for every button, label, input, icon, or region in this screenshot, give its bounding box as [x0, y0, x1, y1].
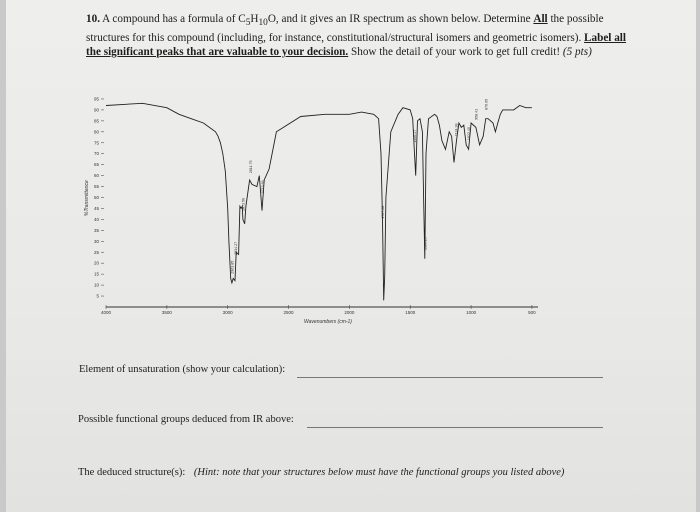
structures-line: The deduced structure(s): (Hint: note th… [78, 467, 564, 478]
subscript-c: 5 [245, 18, 251, 29]
question-number: 10. [86, 13, 100, 25]
functional-groups-answer-line[interactable] [307, 427, 603, 428]
question-text: 10. A compound has a formula of C5H10O, … [86, 12, 626, 59]
x-tick-label: 1000 [466, 310, 477, 315]
y-tick-label: 25 [94, 250, 100, 255]
peak-label: 2873.56 [242, 198, 246, 211]
y-tick-label: 5 [96, 294, 99, 299]
x-tick-label: 1500 [405, 310, 416, 315]
question-tail: Show the detail of your work to get full… [348, 46, 563, 59]
y-tick-label: 95 [94, 96, 100, 101]
y-tick-label: 60 [94, 173, 100, 178]
peak-label: 1727.28 [381, 206, 385, 219]
y-tick-label: 50 [94, 195, 100, 200]
peak-label: 876.05 [485, 99, 489, 110]
y-tick-label: 15 [94, 272, 100, 277]
peak-label: 2963.85 [231, 261, 235, 274]
structures-label: The deduced structure(s): [78, 467, 186, 478]
y-tick-label: 70 [94, 151, 100, 156]
question-o: O, and it gives an IR spectrum as shown … [267, 13, 534, 25]
y-tick-label: 55 [94, 184, 100, 189]
y-tick-label: 40 [94, 217, 100, 222]
y-tick-label: 35 [94, 228, 100, 233]
peak-label: 1466.27 [413, 130, 417, 143]
formula-h: H [250, 13, 259, 25]
functional-groups-label: Possible functional groups deduced from … [78, 414, 294, 425]
peak-label: 1380.29 [423, 237, 427, 250]
y-tick-label: 30 [94, 239, 100, 244]
y-tick-label: 20 [94, 261, 100, 266]
peak-labels: 2963.85 2934.27 2873.56 2811.75 2713.93 1727.… [231, 99, 489, 274]
x-tick-label: 2500 [284, 310, 295, 315]
x-axis-ticks: 4000 3500 3000 2500 2000 1500 1000 500 [101, 305, 536, 315]
x-tick-label: 3000 [223, 310, 234, 315]
emphasis-all: All [533, 13, 548, 25]
peak-label: 958.41 [475, 109, 479, 120]
worksheet-page [6, 0, 696, 512]
x-tick-label: 4000 [101, 310, 112, 315]
y-tick-label: 65 [94, 162, 100, 167]
y-tick-label: 85 [94, 118, 100, 123]
peak-label: 2934.27 [234, 242, 238, 255]
y-axis-ticks: 95 90 85 80 75 70 65 60 55 50 45 40 35 30 25 20 15 10 5 [94, 96, 104, 299]
x-tick-label: 2000 [344, 310, 355, 315]
y-axis-label: %Transmittance [84, 180, 90, 216]
x-tick-label: 500 [528, 310, 536, 315]
unsaturation-label: Element of unsaturation (show your calcu… [79, 364, 286, 375]
x-tick-label: 3500 [162, 310, 173, 315]
peak-label: 1124.38 [454, 123, 458, 136]
label-all-instruction: Label all the significant peaks that are… [86, 31, 627, 59]
structures-hint: (Hint: note that your structures below m… [193, 467, 565, 478]
question-intro: A compound has a formula of C [102, 13, 246, 25]
peak-label: 2713.93 [261, 180, 265, 193]
unsaturation-answer-line[interactable] [297, 377, 603, 378]
peak-label: 2811.75 [249, 160, 253, 173]
y-tick-label: 90 [94, 107, 100, 112]
subscript-h: 10 [258, 18, 268, 29]
y-tick-label: 75 [94, 140, 100, 145]
question-mid: the possible structures for this compoun… [86, 13, 604, 44]
y-tick-label: 45 [94, 206, 100, 211]
y-tick-label: 80 [94, 129, 100, 134]
spectrum-line [105, 102, 532, 301]
peak-label: 1022.40 [467, 127, 471, 140]
points: (5 pts) [562, 46, 592, 59]
y-tick-label: 10 [94, 283, 100, 288]
x-axis-label: Wavenumbers (cm-1) [304, 319, 352, 325]
ir-spectrum-chart: 95 90 85 80 75 70 65 60 55 50 45 40 35 30 25 20 15 10 5 40… [84, 96, 538, 325]
